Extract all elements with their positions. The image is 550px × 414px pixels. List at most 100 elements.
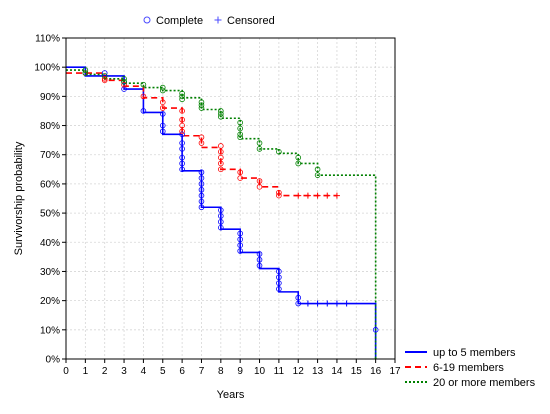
marker-legend-circle-icon: [143, 16, 151, 24]
complete-marker: [179, 160, 185, 167]
complete-marker: [159, 87, 166, 94]
x-tick-label: 1: [83, 366, 89, 377]
complete-marker: [256, 178, 263, 184]
complete-marker: [218, 224, 224, 231]
y-tick-label: 90%: [40, 92, 60, 103]
complete-marker: [237, 242, 243, 248]
y-tick-label: 20%: [40, 296, 60, 307]
complete-marker: [218, 207, 224, 213]
complete-marker: [218, 149, 224, 155]
complete-marker: [256, 140, 263, 146]
complete-marker: [198, 204, 205, 211]
series-layer: [66, 66, 377, 359]
complete-marker: [179, 154, 185, 161]
complete-marker: [372, 327, 379, 333]
complete-marker: [198, 134, 205, 141]
y-tick-label: 50%: [40, 209, 60, 220]
x-tick-label: 12: [293, 366, 305, 377]
complete-marker: [237, 169, 243, 176]
y-tick-label: 70%: [40, 150, 60, 161]
complete-marker: [101, 70, 108, 76]
complete-marker: [276, 149, 282, 155]
complete-marker: [179, 108, 185, 114]
x-tick-label: 0: [63, 366, 69, 377]
complete-marker: [276, 274, 282, 281]
censored-marker: [304, 300, 311, 307]
y-tick-label: 10%: [40, 325, 60, 336]
x-tick-label: 15: [351, 366, 363, 377]
complete-marker: [295, 154, 302, 161]
complete-marker: [198, 99, 205, 105]
complete-marker: [198, 169, 205, 176]
complete-marker: [237, 236, 243, 243]
complete-marker: [276, 192, 282, 199]
x-tick-label: 14: [331, 366, 343, 377]
censored-marker: [343, 300, 350, 307]
complete-marker: [256, 262, 263, 269]
censored-marker: [333, 192, 340, 199]
x-tick-label: 3: [121, 366, 127, 377]
complete-marker: [82, 67, 89, 73]
complete-marker: [295, 300, 302, 307]
complete-marker: [198, 198, 205, 205]
complete-marker: [218, 113, 224, 120]
y-tick-label: 60%: [40, 179, 60, 190]
complete-marker: [276, 189, 282, 196]
marker-legend-plus-icon: [214, 16, 222, 24]
complete-marker: [276, 280, 282, 286]
complete-marker: [179, 90, 185, 97]
complete-marker: [198, 186, 205, 193]
censored-marker: [314, 192, 321, 199]
marker-legend-label-1: Censored: [227, 15, 275, 27]
complete-marker: [121, 86, 127, 92]
complete-marker: [256, 256, 263, 263]
censored-marker: [295, 192, 302, 199]
legend-label-1: 6-19 members: [433, 362, 504, 374]
axes: 0 1 2 3 4 5 6 7 8 9 10 11 12 13 14 15 16 170%10%20%30%40%…: [34, 34, 401, 378]
complete-marker: [121, 76, 127, 82]
censored-marker: [324, 300, 331, 307]
complete-marker: [314, 172, 321, 178]
complete-marker: [140, 81, 147, 88]
y-axis-title: Survivorship probability: [13, 141, 25, 255]
complete-marker: [179, 131, 185, 138]
complete-marker: [179, 122, 185, 129]
markers-layer: [82, 67, 379, 333]
complete-marker: [159, 111, 166, 117]
complete-marker: [198, 181, 205, 187]
x-tick-label: 16: [370, 366, 382, 377]
complete-marker: [237, 134, 243, 141]
complete-marker: [198, 105, 205, 111]
x-tick-label: 4: [141, 366, 147, 377]
legend-label-2: 20 or more members: [433, 377, 536, 389]
complete-marker: [276, 268, 282, 275]
complete-marker: [159, 122, 166, 129]
complete-marker: [256, 251, 263, 257]
complete-marker: [218, 154, 224, 161]
x-tick-label: 8: [218, 366, 224, 377]
complete-marker: [237, 230, 243, 237]
censored-marker: [314, 300, 321, 307]
complete-marker: [198, 192, 205, 199]
x-tick-label: 17: [389, 366, 401, 377]
complete-marker: [101, 73, 108, 79]
complete-marker: [198, 140, 205, 146]
legend-label-0: up to 5 members: [433, 347, 516, 359]
x-axis-title: Years: [217, 389, 245, 401]
legend: up to 5 members 6-19 members 20 or more me…: [405, 347, 536, 389]
x-tick-label: 2: [102, 366, 108, 377]
complete-marker: [140, 108, 147, 114]
complete-marker: [314, 166, 321, 173]
complete-marker: [237, 175, 243, 181]
series-line-2: [66, 69, 377, 359]
complete-marker: [218, 111, 224, 117]
y-tick-label: 110%: [35, 34, 60, 45]
complete-marker: [237, 131, 243, 138]
x-tick-label: 7: [199, 366, 205, 377]
complete-marker: [159, 128, 166, 135]
y-tick-label: 80%: [40, 121, 60, 132]
complete-marker: [218, 219, 224, 225]
complete-marker: [121, 81, 127, 88]
complete-marker: [159, 84, 166, 91]
plot-frame: [65, 37, 396, 360]
